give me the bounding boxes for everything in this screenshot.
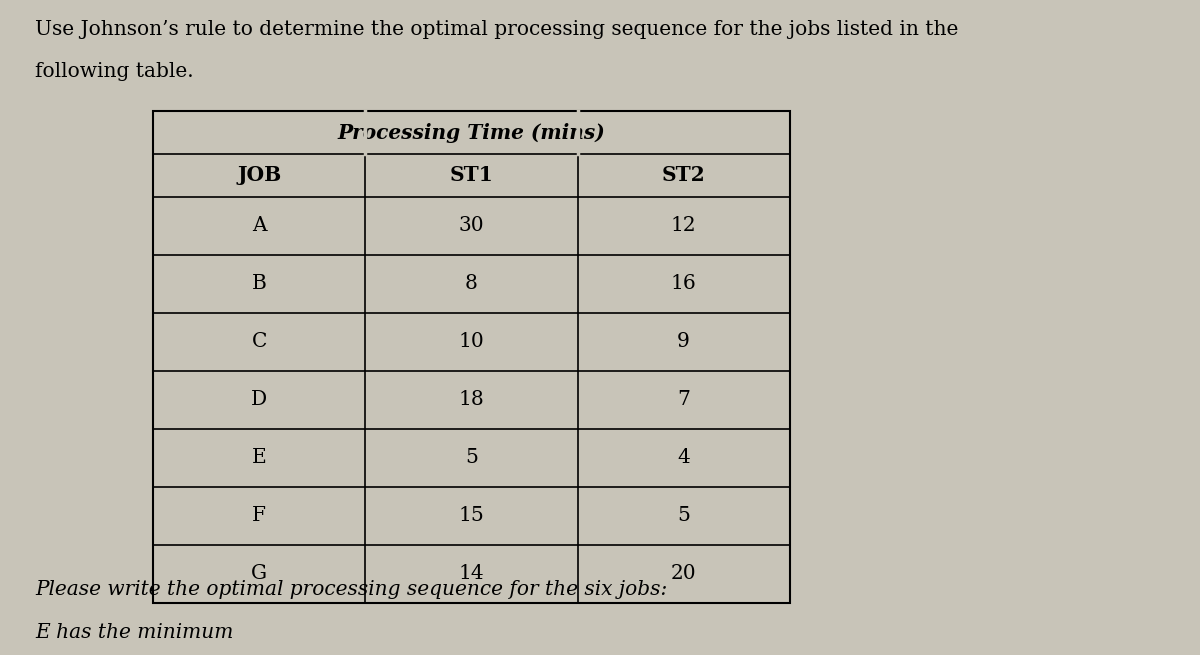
Text: Use Johnson’s rule to determine the optimal processing sequence for the jobs lis: Use Johnson’s rule to determine the opti…	[35, 20, 959, 39]
Text: 18: 18	[458, 390, 485, 409]
Text: following table.: following table.	[35, 62, 194, 81]
Text: ST2: ST2	[662, 165, 706, 185]
Text: 8: 8	[466, 274, 478, 293]
Text: 30: 30	[458, 216, 485, 235]
Text: 16: 16	[671, 274, 696, 293]
Text: Processing Time (mins): Processing Time (mins)	[337, 122, 605, 143]
Text: 9: 9	[677, 332, 690, 351]
Text: C: C	[252, 332, 268, 351]
Text: E: E	[252, 448, 266, 467]
Text: Please write the optimal processing sequence for the six jobs:: Please write the optimal processing sequ…	[35, 580, 667, 599]
Text: B: B	[252, 274, 266, 293]
Text: 12: 12	[671, 216, 696, 235]
Text: 7: 7	[677, 390, 690, 409]
Text: 15: 15	[458, 506, 485, 525]
Text: G: G	[251, 564, 268, 583]
Text: ST1: ST1	[450, 165, 493, 185]
Text: 14: 14	[458, 564, 485, 583]
Text: 5: 5	[466, 448, 478, 467]
Text: 4: 4	[677, 448, 690, 467]
Text: 5: 5	[677, 506, 690, 525]
Text: F: F	[252, 506, 266, 525]
Text: 10: 10	[458, 332, 485, 351]
Text: 20: 20	[671, 564, 696, 583]
Text: E has the minimum: E has the minimum	[35, 623, 234, 642]
Text: D: D	[251, 390, 268, 409]
Text: A: A	[252, 216, 266, 235]
Text: JOB: JOB	[238, 165, 282, 185]
